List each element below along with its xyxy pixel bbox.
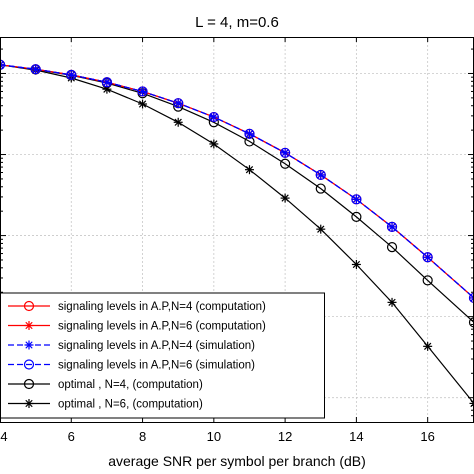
marker-stroke [31, 65, 40, 73]
x-tick-label: 10 [207, 429, 221, 444]
series-layer [0, 59, 474, 408]
legend-items: signaling levels in A.P,N=4 (computation… [8, 300, 266, 411]
chart-title: L = 4, m=0.6 [195, 14, 279, 31]
legend: signaling levels in A.P,N=4 (computation… [0, 292, 325, 419]
series-line [0, 64, 474, 299]
data-point [316, 224, 326, 234]
data-point [468, 292, 474, 304]
marker-stroke [424, 342, 432, 351]
marker-stroke [388, 298, 396, 307]
data-point [66, 69, 77, 81]
legend-label: optimal , N=4, (computation) [58, 379, 203, 391]
data-point [422, 252, 433, 263]
x-tick-label: 12 [278, 429, 292, 444]
legend-item: signaling levels in A.P,N=6 (computation… [8, 321, 266, 333]
legend-label: signaling levels in A.P,N=6 (simulation) [58, 360, 255, 372]
data-point [138, 99, 148, 109]
data-point [173, 117, 183, 127]
marker-stroke [103, 85, 111, 93]
data-point [351, 259, 361, 269]
marker-stroke [352, 260, 361, 269]
data-point [101, 77, 113, 88]
legend-item: signaling levels in A.P,N=6 (simulation) [8, 359, 255, 372]
marker-stroke [25, 399, 33, 408]
data-point [244, 165, 254, 175]
legend-label: signaling levels in A.P,N=4 (computation… [58, 301, 266, 313]
marker-stroke [138, 100, 147, 108]
legend-marker [24, 340, 34, 350]
marker-stroke [352, 195, 361, 203]
x-axis-label: average SNR per symbol per branch (dB) [108, 453, 366, 469]
data-point [315, 169, 326, 181]
data-point [315, 183, 326, 194]
data-point [208, 111, 219, 123]
data-point [30, 64, 41, 75]
marker-stroke [0, 63, 4, 69]
marker-stroke [470, 297, 474, 302]
legend-marker [24, 399, 34, 408]
legend-label: signaling levels in A.P,N=6 (computation… [58, 321, 266, 333]
series-line [0, 64, 474, 404]
data-point [173, 98, 184, 109]
data-point [280, 193, 290, 203]
marker-stroke [245, 130, 254, 138]
data-point [102, 84, 112, 94]
marker-stroke [0, 61, 4, 66]
legend-marker [24, 321, 34, 330]
data-point [31, 64, 41, 74]
series-6 [0, 60, 474, 408]
legend-marker [23, 378, 35, 390]
marker-stroke [388, 223, 396, 231]
x-tick-label: 16 [420, 429, 434, 444]
x-tick-label: 14 [349, 429, 363, 444]
data-point [280, 147, 291, 158]
series-4 [0, 59, 474, 304]
legend-item: optimal , N=4, (computation) [8, 378, 203, 391]
legend-marker [23, 300, 35, 312]
data-point [137, 86, 148, 97]
data-point [386, 221, 398, 232]
marker-stroke [281, 194, 289, 202]
legend-item: signaling levels in A.P,N=4 (computation… [8, 300, 266, 313]
data-point [468, 317, 474, 328]
marker-stroke [174, 118, 182, 126]
marker-stroke [245, 166, 254, 174]
x-tick-label: 8 [139, 429, 146, 444]
data-point [244, 128, 255, 139]
x-tick-label: 6 [68, 429, 75, 444]
data-point [351, 194, 362, 205]
legend-box [0, 292, 325, 419]
x-tick-label: 4 [0, 429, 7, 444]
data-point [280, 158, 291, 169]
data-point [0, 59, 6, 70]
marker-stroke [25, 321, 33, 330]
marker-stroke [210, 140, 218, 148]
legend-label: signaling levels in A.P,N=4 (simulation) [58, 340, 255, 352]
marker-stroke [317, 225, 325, 233]
legend-item: optimal , N=6, (computation) [8, 399, 203, 411]
data-point [386, 242, 398, 253]
legend-marker [23, 359, 35, 370]
marker-stroke [25, 341, 33, 349]
legend-item: signaling levels in A.P,N=4 (simulation) [8, 340, 255, 352]
data-point [387, 297, 397, 307]
legend-label: optimal , N=6, (computation) [58, 399, 203, 411]
data-point [351, 211, 362, 223]
data-point [422, 275, 433, 286]
data-point [423, 341, 433, 351]
data-point [209, 139, 219, 149]
data-point [244, 129, 254, 139]
